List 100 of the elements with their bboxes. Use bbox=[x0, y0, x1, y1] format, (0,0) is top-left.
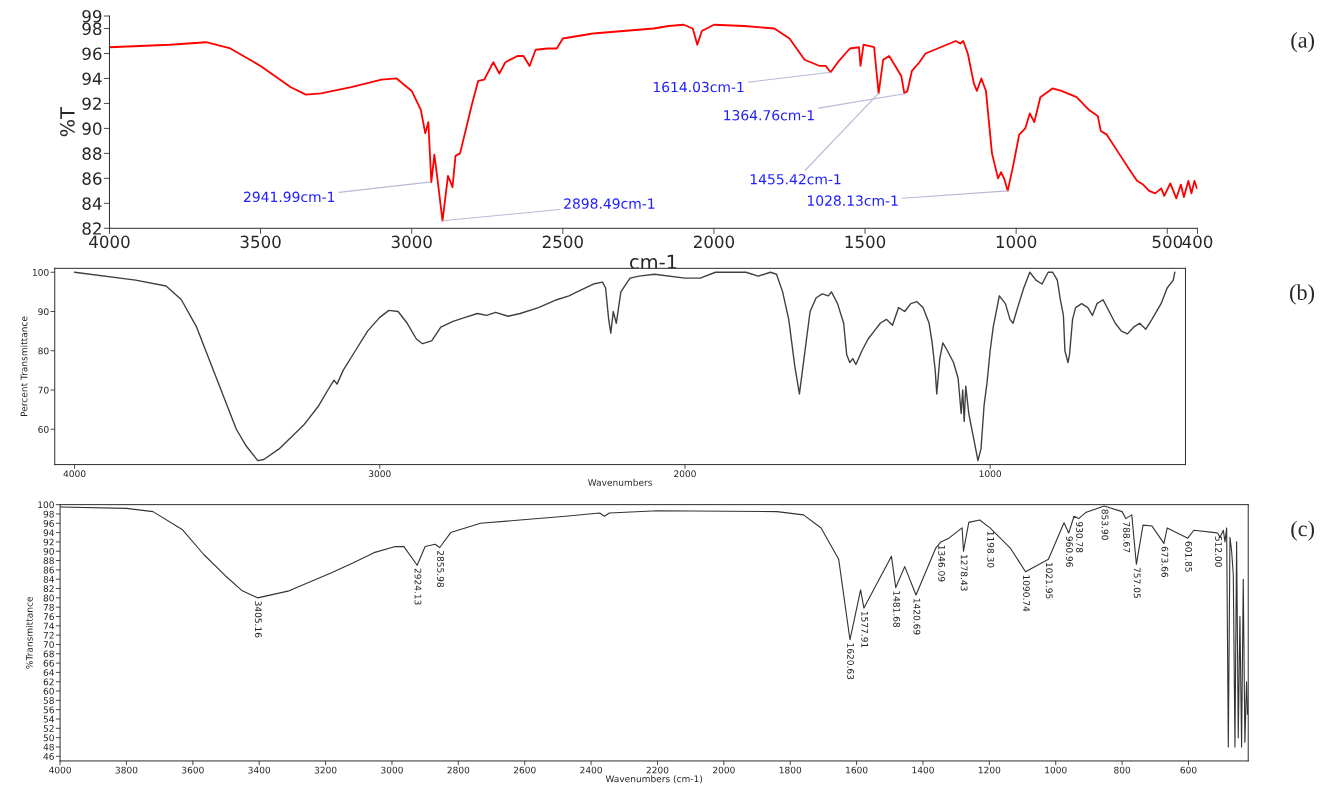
text: (b) bbox=[1290, 284, 1314, 305]
x-tick-label: 2800 bbox=[447, 766, 470, 774]
y-tick-label: 66 bbox=[43, 659, 54, 667]
x-tick-label: 1400 bbox=[912, 766, 934, 774]
annotation: 1577.91 bbox=[861, 611, 869, 648]
x-tick-label: 1200 bbox=[978, 766, 1001, 774]
annotation: 1614.03cm-1 bbox=[653, 81, 744, 93]
x-tick-label: 2600 bbox=[513, 766, 536, 774]
y-tick-label: 58 bbox=[43, 697, 54, 704]
y-tick-label: 70 bbox=[38, 386, 49, 394]
y-tick-label: 96 bbox=[82, 47, 102, 61]
y-tick-label: 60 bbox=[38, 425, 49, 433]
y-tick-label: 84 bbox=[43, 575, 55, 583]
annotation: 1021.95 bbox=[1045, 562, 1053, 599]
annotation: 1278.43 bbox=[960, 555, 968, 591]
y-tick-label: 88 bbox=[43, 557, 54, 565]
x-tick-label: 1000 bbox=[1045, 766, 1067, 774]
annotation: 2941.99cm-1 bbox=[244, 191, 335, 203]
annotation: 2898.49cm-1 bbox=[564, 198, 655, 209]
y-tick-label: 52 bbox=[43, 725, 54, 732]
text: (c) bbox=[1291, 520, 1314, 541]
x-axis-title: cm-1 bbox=[630, 254, 677, 270]
text: (a) bbox=[1291, 32, 1314, 53]
y-tick-label: 70 bbox=[43, 641, 54, 648]
annotation: 673.66 bbox=[1161, 546, 1169, 578]
y-tick-label: 60 bbox=[43, 687, 54, 695]
y-tick-label: 48 bbox=[43, 743, 54, 751]
y-tick-label: 94 bbox=[82, 72, 102, 86]
y-axis-title: %T bbox=[60, 106, 75, 137]
x-tick-label: 2000 bbox=[713, 766, 735, 774]
x-tick-label: 3500 bbox=[240, 235, 281, 249]
y-tick-label: 90 bbox=[38, 308, 49, 316]
line-series bbox=[109, 23, 1198, 222]
y-tick-label: 62 bbox=[43, 678, 54, 686]
y-tick-label: 92 bbox=[82, 97, 101, 110]
x-tick-label: 3400 bbox=[248, 766, 271, 774]
y-tick-label: 98 bbox=[82, 22, 102, 36]
x-tick-label: 4000 bbox=[63, 470, 86, 478]
x-axis-title: Wavenumbers bbox=[588, 478, 653, 486]
x-tick-label: 2000 bbox=[674, 470, 696, 478]
annotation: 960.96 bbox=[1066, 536, 1073, 567]
x-tick-label: 3800 bbox=[115, 766, 138, 774]
y-tick-label: 68 bbox=[43, 650, 54, 658]
annotation: 1028.13cm-1 bbox=[807, 195, 898, 206]
annotation: 512.00 bbox=[1215, 536, 1222, 567]
y-tick-label: 94 bbox=[43, 529, 55, 537]
y-tick-label: 80 bbox=[38, 347, 49, 355]
x-tick-label: 2200 bbox=[646, 766, 669, 774]
annotation: 2855.98 bbox=[437, 550, 444, 587]
x-tick-label: 600 bbox=[1180, 766, 1197, 774]
annotation: 788.67 bbox=[1123, 522, 1131, 553]
y-tick-label: 100 bbox=[38, 501, 54, 509]
y-tick-label: 84 bbox=[82, 197, 102, 210]
y-tick-label: 78 bbox=[43, 603, 54, 611]
y-tick-label: 92 bbox=[43, 538, 54, 546]
annotation: 1090.74 bbox=[1023, 575, 1030, 612]
y-tick-label: 82 bbox=[43, 585, 54, 593]
y-tick-label: 90 bbox=[82, 122, 102, 135]
y-tick-label: 64 bbox=[43, 669, 55, 676]
y-tick-label: 50 bbox=[43, 734, 54, 742]
annotation: 1346.09 bbox=[938, 545, 946, 582]
x-tick-label: 400 bbox=[1182, 235, 1213, 249]
annotation: 930.78 bbox=[1076, 521, 1083, 553]
y-tick-label: 72 bbox=[43, 631, 54, 639]
x-axis-title: Wavenumbers (cm-1) bbox=[605, 775, 703, 784]
annotation: 601.85 bbox=[1185, 541, 1193, 572]
y-tick-label: 54 bbox=[43, 715, 55, 723]
line-series bbox=[73, 271, 1176, 462]
x-tick-label: 800 bbox=[1114, 766, 1131, 774]
x-tick-label: 500 bbox=[1152, 235, 1183, 249]
y-tick-label: 74 bbox=[43, 622, 55, 630]
y-tick-label: 100 bbox=[32, 268, 49, 276]
x-tick-label: 2400 bbox=[580, 766, 602, 774]
x-tick-label: 3200 bbox=[314, 766, 337, 774]
y-tick-label: 98 bbox=[43, 510, 54, 518]
y-tick-label: 76 bbox=[43, 613, 54, 621]
x-tick-label: 3000 bbox=[368, 470, 391, 478]
y-tick-label: 90 bbox=[43, 547, 54, 555]
y-tick-label: 88 bbox=[82, 147, 102, 160]
y-axis-title: %Transmittance bbox=[25, 596, 33, 669]
y-tick-label: 86 bbox=[43, 566, 54, 574]
x-tick-label: 3000 bbox=[391, 235, 432, 249]
annotation: 1481.68 bbox=[893, 591, 901, 628]
annotation: 1420.69 bbox=[913, 598, 921, 635]
annotation: 757.05 bbox=[1133, 567, 1141, 598]
x-tick-label: 3000 bbox=[381, 766, 403, 774]
y-tick-label: 99 bbox=[82, 9, 102, 23]
x-tick-label: 2500 bbox=[542, 235, 583, 249]
x-tick-label: 1500 bbox=[845, 235, 886, 249]
x-tick-label: 1600 bbox=[846, 766, 868, 774]
x-tick-label: 4000 bbox=[49, 766, 71, 774]
y-tick-label: 56 bbox=[43, 706, 54, 714]
x-tick-label: 2000 bbox=[693, 235, 735, 249]
x-tick-label: 3600 bbox=[182, 766, 204, 774]
y-tick-label: 80 bbox=[43, 594, 54, 602]
x-tick-label: 4000 bbox=[89, 235, 130, 249]
annotation: 2924.13 bbox=[414, 568, 422, 605]
x-tick-label: 1000 bbox=[979, 470, 1002, 478]
annotation: 1620.63 bbox=[847, 643, 854, 680]
y-tick-label: 82 bbox=[82, 222, 101, 235]
